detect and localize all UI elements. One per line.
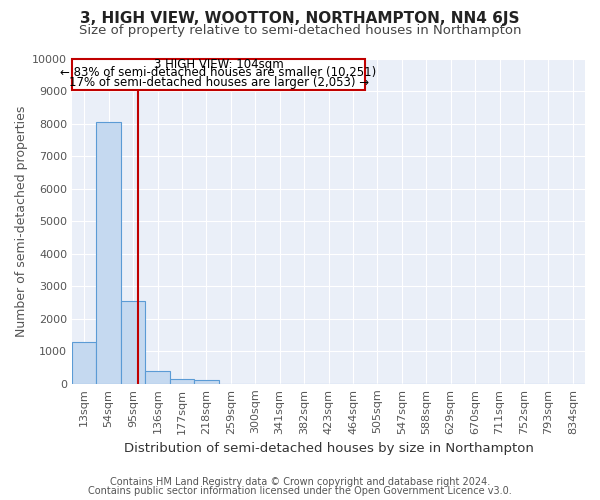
Bar: [170, 379, 194, 384]
Text: Size of property relative to semi-detached houses in Northampton: Size of property relative to semi-detach…: [79, 24, 521, 37]
Bar: [72, 342, 97, 384]
X-axis label: Distribution of semi-detached houses by size in Northampton: Distribution of semi-detached houses by …: [124, 442, 533, 455]
Bar: [121, 301, 145, 384]
Text: 3, HIGH VIEW, WOOTTON, NORTHAMPTON, NN4 6JS: 3, HIGH VIEW, WOOTTON, NORTHAMPTON, NN4 …: [80, 11, 520, 26]
Y-axis label: Number of semi-detached properties: Number of semi-detached properties: [15, 106, 28, 337]
Text: Contains HM Land Registry data © Crown copyright and database right 2024.: Contains HM Land Registry data © Crown c…: [110, 477, 490, 487]
Text: 3 HIGH VIEW: 104sqm: 3 HIGH VIEW: 104sqm: [154, 58, 283, 71]
Text: 17% of semi-detached houses are larger (2,053) →: 17% of semi-detached houses are larger (…: [68, 76, 368, 89]
Bar: [145, 372, 170, 384]
Text: ← 83% of semi-detached houses are smaller (10,251): ← 83% of semi-detached houses are smalle…: [61, 66, 377, 80]
FancyBboxPatch shape: [72, 59, 365, 90]
Bar: [194, 380, 218, 384]
Bar: [97, 122, 121, 384]
Text: Contains public sector information licensed under the Open Government Licence v3: Contains public sector information licen…: [88, 486, 512, 496]
